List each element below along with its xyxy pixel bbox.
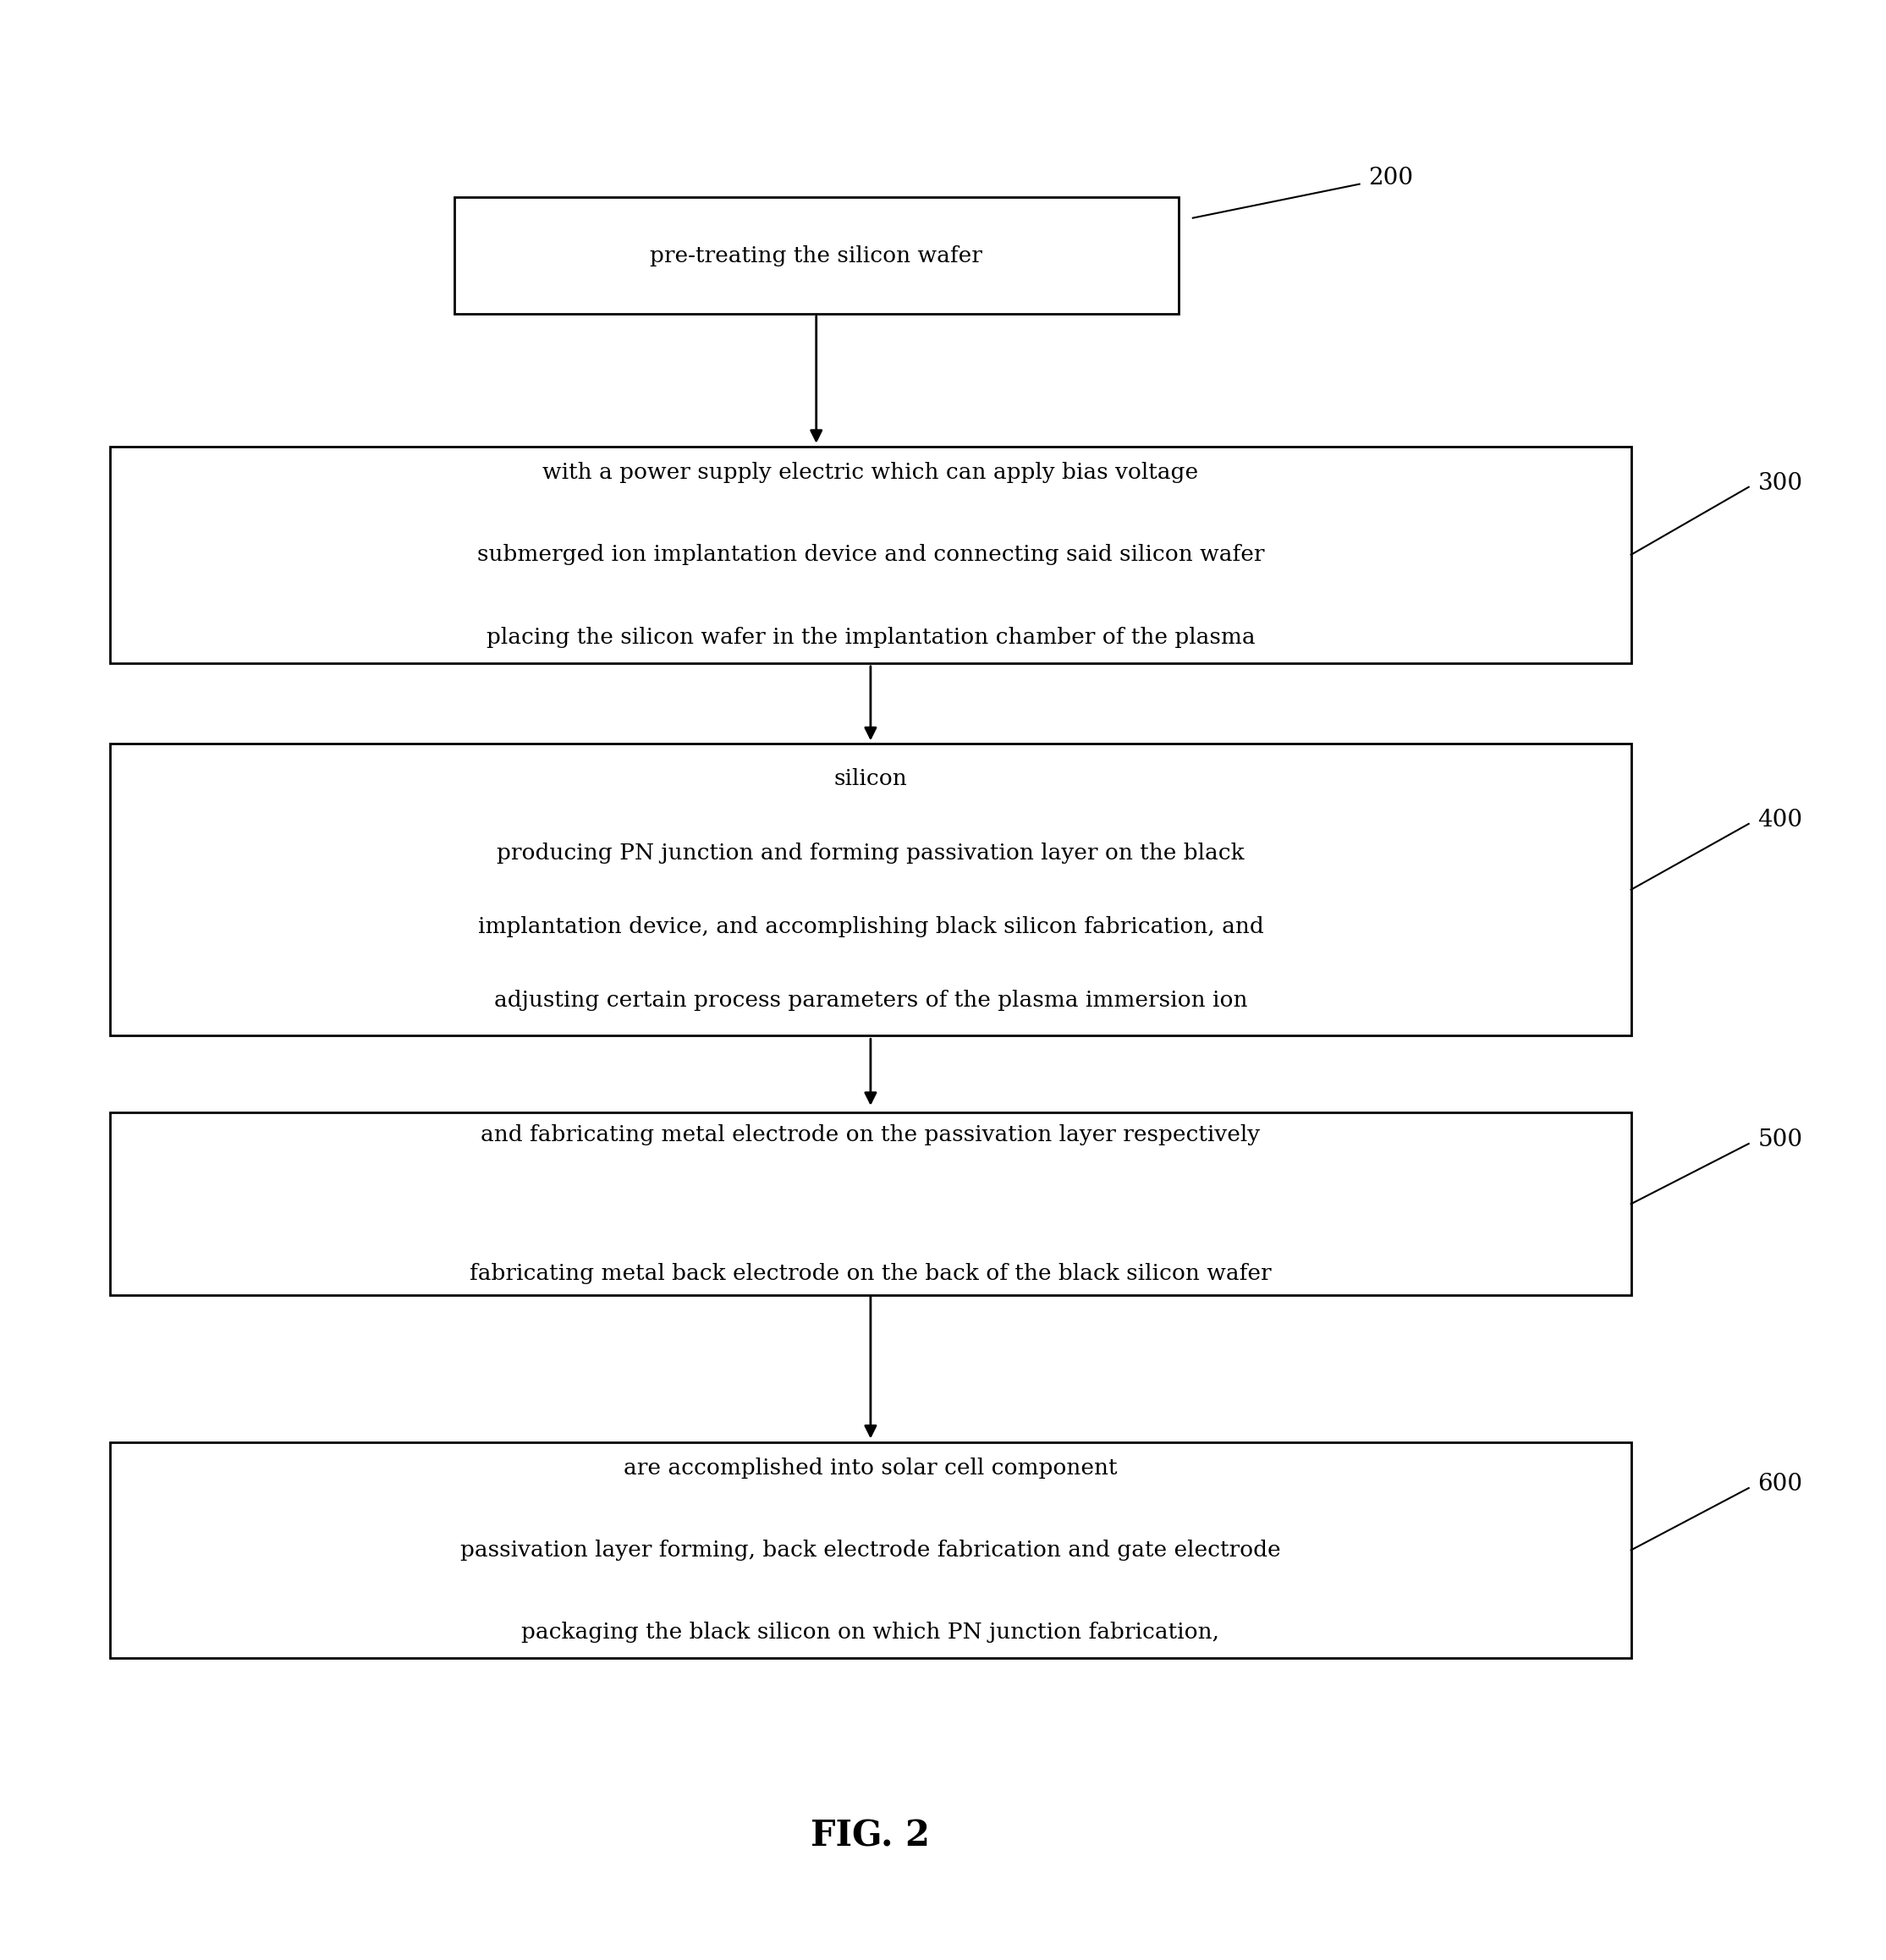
- Text: submerged ion implantation device and connecting said silicon wafer: submerged ion implantation device and co…: [477, 545, 1264, 564]
- Text: silicon: silicon: [834, 768, 907, 790]
- Text: 300: 300: [1758, 472, 1803, 494]
- Text: and fabricating metal electrode on the passivation layer respectively: and fabricating metal electrode on the p…: [481, 1123, 1260, 1145]
- Bar: [109, 1113, 1631, 1296]
- Text: adjusting certain process parameters of the plasma immersion ion: adjusting certain process parameters of …: [494, 990, 1247, 1011]
- Text: implantation device, and accomplishing black silicon fabrication, and: implantation device, and accomplishing b…: [477, 915, 1264, 937]
- Text: 600: 600: [1758, 1472, 1803, 1495]
- Text: 400: 400: [1758, 809, 1803, 831]
- Bar: [109, 447, 1631, 662]
- Text: producing PN junction and forming passivation layer on the black: producing PN junction and forming passiv…: [496, 843, 1245, 862]
- Text: packaging the black silicon on which PN junction fabrication,: packaging the black silicon on which PN …: [522, 1621, 1220, 1642]
- Text: placing the silicon wafer in the implantation chamber of the plasma: placing the silicon wafer in the implant…: [487, 627, 1254, 647]
- Text: 500: 500: [1758, 1129, 1803, 1151]
- Text: FIG. 2: FIG. 2: [811, 1819, 930, 1854]
- Bar: [109, 1443, 1631, 1658]
- Text: fabricating metal back electrode on the back of the black silicon wafer: fabricating metal back electrode on the …: [470, 1262, 1271, 1284]
- Bar: [109, 745, 1631, 1035]
- Text: passivation layer forming, back electrode fabrication and gate electrode: passivation layer forming, back electrod…: [460, 1539, 1281, 1560]
- Text: pre-treating the silicon wafer: pre-treating the silicon wafer: [651, 245, 983, 267]
- Text: 200: 200: [1369, 167, 1413, 190]
- Text: are accomplished into solar cell component: are accomplished into solar cell compone…: [624, 1458, 1117, 1478]
- Bar: [455, 198, 1179, 314]
- Text: with a power supply electric which can apply bias voltage: with a power supply electric which can a…: [543, 463, 1198, 482]
